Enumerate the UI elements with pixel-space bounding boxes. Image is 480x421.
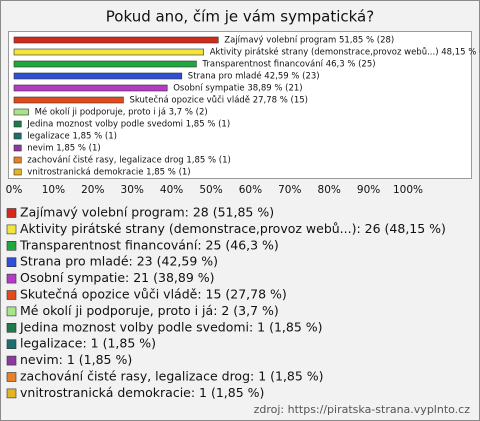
legend-label: Jedina moznost volby podle svedomi: 1 (1…	[19, 319, 323, 334]
legend-label: Strana pro mladé: 23 (42,59 %)	[20, 254, 218, 269]
bar-label: Zajímavý volební program 51,85 % (28)	[224, 36, 394, 46]
bar	[13, 156, 22, 164]
legend-swatch	[6, 388, 17, 399]
legend-label: Transparentnost financování: 25 (46,3 %)	[19, 237, 279, 252]
legend-label: vnitrostranická demokracie: 1 (1,85 %)	[20, 385, 264, 400]
legend-label: Osobní sympatie: 21 (38,89 %)	[20, 270, 215, 285]
bar	[13, 168, 22, 176]
x-tick-label: 50%	[199, 184, 222, 196]
bar-label: Strana pro mladé 42,59 % (23)	[188, 71, 320, 82]
bar-label: Skutečná opozice vůči vládě 27,78 % (15)	[129, 95, 308, 106]
x-tick-label: 80%	[318, 184, 341, 196]
bar-label: Osobní sympatie 38,89 % (21)	[173, 84, 302, 94]
x-tick-label: 100%	[393, 184, 423, 196]
x-tick-label: 20%	[81, 184, 104, 196]
source: zdroj: https://piratska-strana.vyplnto.c…	[254, 403, 471, 416]
legend-swatch	[6, 224, 17, 235]
x-tick-label: 40%	[160, 184, 183, 196]
bar-label: Mé okolí ji podporuje, proto i já 3,7 % …	[35, 107, 208, 118]
bar	[13, 36, 219, 44]
legend-swatch	[6, 208, 17, 218]
legend-label: legalizace: 1 (1,85 %)	[20, 336, 156, 351]
bar	[13, 120, 22, 128]
legend-label: nevim: 1 (1,85 %)	[20, 352, 132, 367]
bar	[13, 84, 168, 92]
bar-label: Jedina moznost volby podle svedomi 1,85 …	[26, 120, 230, 130]
legend-swatch	[6, 241, 17, 251]
legend-label: Aktivity pirátské strany (demonstrace,pr…	[20, 221, 446, 236]
plot-area	[8, 31, 472, 179]
bar	[13, 96, 124, 104]
legend-label: Zajímavý volební program: 28 (51,85 %)	[20, 205, 274, 220]
legend-swatch	[6, 257, 17, 268]
chart-title: Pokud ano, čím je vám sympatická?	[106, 8, 374, 26]
bar-label: Transparentnost financování 46,3 % (25)	[201, 60, 375, 70]
bar-label: legalizace 1,85 % (1)	[27, 132, 117, 142]
bar-label: Aktivity pirátské strany (demonstrace,pr…	[210, 47, 480, 58]
x-tick-label: 30%	[121, 184, 144, 196]
x-tick-label: 90%	[357, 184, 380, 196]
legend-label: zachování čisté rasy, legalizace drog: 1…	[20, 369, 324, 384]
legend-swatch	[6, 355, 17, 366]
legend-label: Skutečná opozice vůči vládě: 15 (27,78 %…	[20, 287, 287, 302]
legend-swatch	[6, 306, 17, 317]
x-tick-label: 60%	[239, 184, 262, 196]
legend-swatch	[6, 273, 17, 284]
x-tick-label: 10%	[42, 184, 65, 196]
legend-swatch	[6, 290, 17, 300]
bar	[13, 108, 29, 116]
legend-label: Mé okolí ji podporuje, proto i já: 2 (3,…	[20, 303, 279, 318]
bar	[13, 48, 205, 56]
legend-swatch	[6, 322, 17, 333]
x-tick-label: 70%	[278, 184, 301, 196]
bar	[13, 144, 22, 152]
bar	[13, 60, 197, 68]
bar-label: vnitrostranická demokracie 1,85 % (1)	[27, 168, 190, 178]
legend-swatch	[6, 339, 17, 350]
x-tick-label: 0%	[6, 184, 23, 196]
bar-label: nevim 1,85 % (1)	[27, 144, 100, 154]
bar	[13, 72, 183, 80]
bar-label: zachování čisté rasy, legalizace drog 1,…	[27, 155, 231, 166]
legend-swatch	[6, 372, 17, 382]
bar	[13, 132, 22, 140]
